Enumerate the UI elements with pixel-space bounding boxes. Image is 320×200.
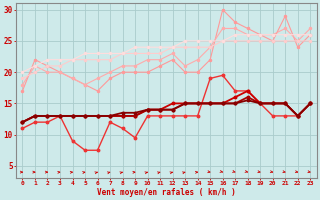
X-axis label: Vent moyen/en rafales ( km/h ): Vent moyen/en rafales ( km/h ): [97, 188, 236, 197]
